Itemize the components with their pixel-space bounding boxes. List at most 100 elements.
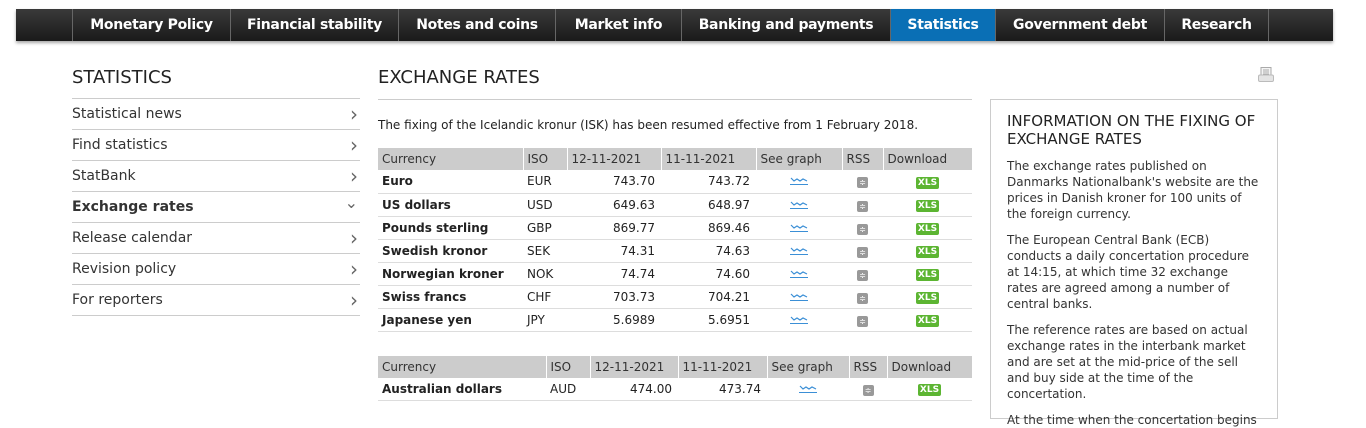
column-header: Download [882,148,972,170]
graph-icon[interactable] [790,175,808,186]
xls-download-button[interactable]: XLS [917,384,942,397]
rss-icon[interactable]: ≑ [857,292,868,304]
nav-item-banking-and-payments[interactable]: Banking and payments [681,9,890,41]
column-header: ISO [522,148,567,170]
column-header: Currency [378,148,523,170]
column-header: Download [886,355,972,378]
xls-download-button[interactable]: XLS [915,315,940,327]
table-row: Norwegian kroner NOK 74.74 74.60 ≑ XLS [378,262,972,286]
iso-code: JPY [523,308,567,332]
intro-text: The fixing of the Icelandic kronur (ISK)… [378,118,919,132]
sidebar-item-label: Find statistics [72,137,168,153]
currency-name: Norwegian kroner [378,262,523,286]
xls-download-button[interactable]: XLS [915,246,940,258]
info-title: INFORMATION ON THE FIXING OF EXCHANGE RA… [1007,112,1256,148]
graph-icon[interactable] [790,199,808,209]
table-header: Currency ISO 12-11-2021 11-11-2021 See graph… [378,148,972,170]
rate-previous: 473.74 [678,377,767,401]
table-row: Swedish kronor SEK 74.31 74.63 ≑ XLS [378,239,972,263]
iso-code: GBP [523,216,567,240]
graph-icon[interactable] [790,268,808,278]
nav-item-monetary-policy[interactable]: Monetary Policy [72,9,230,41]
info-box: INFORMATION ON THE FIXING OF EXCHANGE RA… [990,99,1278,427]
column-header: RSS [841,148,883,170]
nav-item-market-info[interactable]: Market info [555,9,681,41]
main-nav: Monetary Policy Financial stability Notes … [16,9,1333,41]
rate-previous: 5.6951 [661,308,756,332]
xls-download-button[interactable]: XLS [915,223,940,235]
rss-icon[interactable]: ≑ [862,384,874,396]
column-header: 11-11-2021 [660,148,756,170]
rates-table-major: Currency ISO 12-11-2021 11-11-2021 See graph… [378,148,972,332]
graph-icon[interactable] [790,245,808,255]
column-header: RSS [848,355,887,378]
table-row: Euro EUR 743.70 743.72 ≑ XLS [378,170,972,194]
xls-download-button[interactable]: XLS [915,292,940,304]
xls-download-button[interactable]: XLS [915,269,940,281]
rss-icon[interactable]: ≑ [857,223,868,235]
nav-item-financial-stability[interactable]: Financial stability [230,9,398,41]
graph-icon[interactable] [799,383,817,393]
graph-icon[interactable] [790,222,808,232]
sidebar-item-exchange-rates[interactable]: Exchange rates ⌄ [72,192,360,223]
rate-current: 74.74 [567,262,661,286]
nav-item-government-debt[interactable]: Government debt [995,9,1164,41]
sidebar-item-find-statistics[interactable]: Find statistics › [72,130,360,161]
rate-current: 703.73 [567,285,661,309]
rss-icon[interactable]: ≑ [857,269,868,281]
info-paragraph: At the time when the concertation begins [1007,413,1257,427]
rate-previous: 648.97 [661,193,756,217]
iso-code: NOK [523,262,567,286]
rate-current: 743.70 [567,170,661,194]
rss-icon[interactable]: ≑ [857,200,868,212]
table-row: Pounds sterling GBP 869.77 869.46 ≑ XLS [378,216,972,240]
print-icon[interactable] [1258,67,1274,82]
currency-name: Australian dollars [378,377,546,401]
iso-code: SEK [523,239,567,263]
sidebar-item-release-calendar[interactable]: Release calendar › [72,223,360,254]
rate-previous: 743.72 [661,170,756,194]
chevron-right-icon: › [350,102,358,126]
nav-item-notes-and-coins[interactable]: Notes and coins [398,9,555,41]
currency-name: Japanese yen [378,308,523,332]
info-paragraph: The exchange rates published on Danmarks… [1007,159,1259,221]
currency-name: Euro [378,170,523,194]
rate-previous: 704.21 [661,285,756,309]
xls-download-button[interactable]: XLS [915,200,940,212]
column-header: Currency [378,355,546,378]
sidebar: STATISTICS Statistical news › Find statist… [72,66,360,316]
sidebar-item-revision-policy[interactable]: Revision policy › [72,254,360,285]
xls-download-button[interactable]: XLS [915,176,940,189]
rates-table-other: Currency ISO 12-11-2021 11-11-2021 See graph… [378,355,972,401]
rss-icon[interactable]: ≑ [857,177,868,189]
page-title: EXCHANGE RATES [378,66,972,100]
nav-item-statistics[interactable]: Statistics [890,9,995,41]
rate-previous: 74.60 [661,262,756,286]
column-header: 12-11-2021 [566,148,661,170]
info-paragraph: The European Central Bank (ECB) conducts… [1007,233,1250,311]
rss-icon[interactable]: ≑ [857,315,868,327]
table-row: US dollars USD 649.63 648.97 ≑ XLS [378,193,972,217]
rate-current: 649.63 [567,193,661,217]
column-header: ISO [545,355,590,378]
rss-icon[interactable]: ≑ [857,246,868,258]
sidebar-title: STATISTICS [72,66,360,99]
sidebar-item-label: Revision policy [72,261,177,277]
table-row: Swiss francs CHF 703.73 704.21 ≑ XLS [378,285,972,309]
graph-icon[interactable] [790,291,808,301]
sidebar-item-statistical-news[interactable]: Statistical news › [72,99,360,130]
table-row: Japanese yen JPY 5.6989 5.6951 ≑ XLS [378,308,972,332]
sidebar-item-label: Release calendar [72,230,193,246]
sidebar-item-label: For reporters [72,292,163,308]
sidebar-item-label: Exchange rates [72,199,194,215]
sidebar-item-statbank[interactable]: StatBank › [72,161,360,192]
iso-code: AUD [546,377,590,401]
chevron-right-icon: › [350,133,358,157]
sidebar-item-for-reporters[interactable]: For reporters › [72,285,360,316]
graph-icon[interactable] [790,314,808,324]
nav-item-research[interactable]: Research [1164,9,1269,41]
iso-code: EUR [523,170,567,194]
sidebar-item-label: Statistical news [72,106,182,122]
rate-current: 869.77 [567,216,661,240]
rate-current: 5.6989 [567,308,661,332]
